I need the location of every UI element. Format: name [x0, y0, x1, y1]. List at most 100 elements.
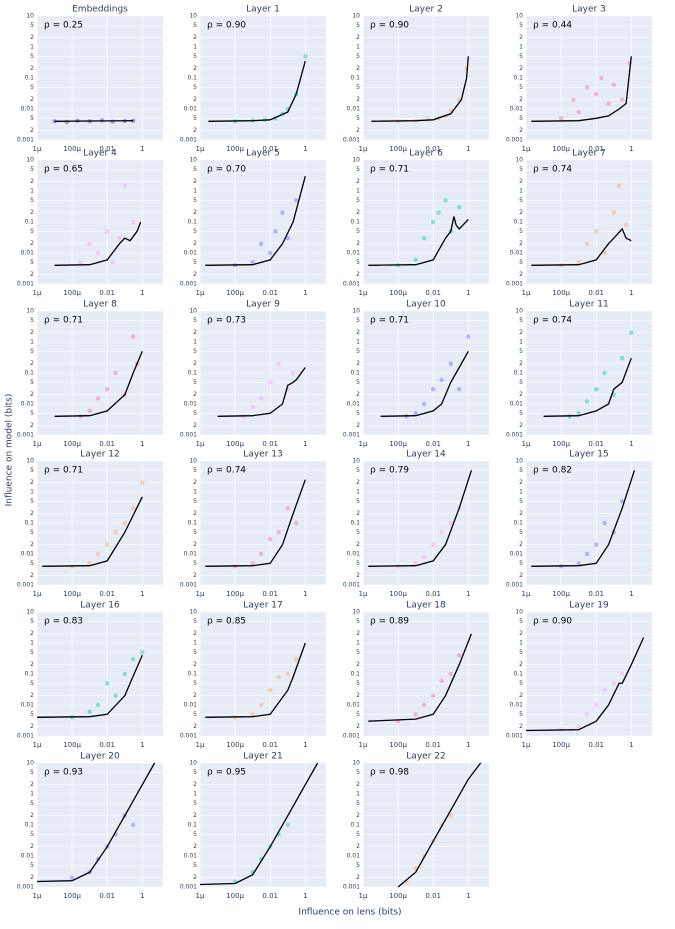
x-tick-label: 1 [140, 590, 144, 598]
y-tick-label: 2 [193, 723, 197, 730]
y-tick-label: 0.01 [21, 106, 35, 113]
point [250, 404, 255, 410]
x-tick-label: 1μ [196, 741, 205, 749]
point [602, 688, 607, 693]
point [439, 530, 444, 535]
annotation: ρ = 0.95 [207, 768, 246, 778]
point [113, 530, 118, 535]
x-tick-label: 1 [303, 892, 307, 900]
y-tick-label: 10 [189, 458, 197, 465]
point [602, 520, 607, 526]
x-tick-label: 1 [303, 440, 307, 448]
point [619, 671, 625, 677]
trend-line [525, 637, 645, 732]
x-tick-label: 100μ [226, 289, 244, 297]
panel-title: Layer 15 [569, 450, 608, 460]
y-tick-label: 1 [193, 44, 197, 51]
y-tick-label: 2 [356, 360, 360, 367]
y-tick-label: 5 [30, 498, 34, 505]
x-tick-label: 0.01 [425, 741, 441, 749]
y-tick-label: 2 [519, 479, 523, 486]
y-tick-label: 2 [30, 271, 34, 278]
x-tick-label: 0.01 [99, 440, 115, 448]
x-tick-label: 0.01 [425, 892, 441, 900]
y-tick-label: 5 [193, 862, 197, 869]
y-tick-label: 0.01 [510, 551, 524, 558]
y-tick-label: 5 [356, 53, 360, 60]
y-tick-label: 5 [356, 410, 360, 417]
y-tick-label: 5 [519, 711, 523, 718]
y-tick-label: 2 [193, 572, 197, 579]
panel-title: Layer 12 [80, 450, 119, 460]
point [273, 229, 278, 234]
y-tick-label: 10 [352, 458, 360, 465]
y-tick-label: 1 [356, 489, 360, 496]
y-tick-label: 0.001 [343, 884, 360, 891]
panel-title: Layer 7 [572, 149, 606, 159]
x-tick-label: 100μ [389, 590, 407, 598]
y-tick-label: 0.01 [510, 106, 524, 113]
x-tick-label: 1 [140, 892, 144, 900]
panel-title: Layer 8 [83, 300, 117, 310]
y-tick-label: 5 [519, 166, 523, 173]
trend-line [217, 367, 306, 417]
x-tick-label: 0.01 [99, 590, 115, 598]
y-tick-label: 0.001 [180, 137, 197, 144]
y-tick-label: 5 [30, 680, 34, 687]
y-tick-label: 10 [26, 458, 34, 465]
y-tick-label: 5 [30, 53, 34, 60]
point [130, 506, 136, 511]
y-tick-label: 1 [193, 640, 197, 647]
y-tick-label: 2 [30, 240, 34, 247]
point [105, 387, 110, 392]
panel-title: Layer 21 [243, 752, 282, 762]
y-tick-label: 2 [193, 630, 197, 637]
panel-title: Embeddings [72, 5, 128, 15]
panel-title: Layer 17 [243, 601, 282, 611]
y-tick-label: 0.001 [506, 281, 523, 288]
y-tick-label: 5 [193, 197, 197, 204]
point [576, 561, 581, 566]
y-tick-label: 2 [193, 692, 197, 699]
x-tick-label: 1 [629, 440, 633, 448]
y-tick-label: 2 [519, 178, 523, 185]
y-tick-label: 1 [356, 791, 360, 798]
y-tick-label: 10 [515, 13, 523, 20]
x-tick-label: 1μ [33, 892, 42, 900]
y-tick-label: 5 [519, 649, 523, 656]
point [110, 260, 115, 265]
x-tick-label: 1 [303, 590, 307, 598]
y-tick-label: 2 [519, 510, 523, 517]
x-tick-label: 1 [629, 289, 633, 297]
y-tick-label: 0.01 [184, 401, 198, 408]
x-tick-label: 1μ [33, 289, 42, 297]
x-tick-label: 1 [466, 289, 470, 297]
x-tick-label: 100μ [226, 440, 244, 448]
y-tick-label: 5 [356, 467, 360, 474]
y-tick-label: 0.1 [187, 219, 197, 226]
x-tick-label: 1μ [359, 741, 368, 749]
point [258, 396, 264, 401]
y-tick-label: 0.01 [21, 551, 35, 558]
y-tick-label: 2 [356, 479, 360, 486]
y-tick-label: 2 [30, 812, 34, 819]
y-tick-label: 5 [519, 348, 523, 355]
y-tick-label: 10 [26, 609, 34, 616]
y-tick-label: 0.1 [187, 75, 197, 82]
annotation: ρ = 0.71 [370, 165, 409, 175]
y-tick-label: 5 [519, 560, 523, 567]
y-tick-label: 10 [189, 13, 197, 20]
point [95, 551, 101, 557]
x-tick-label: 1μ [33, 145, 42, 153]
y-tick-label: 2 [519, 209, 523, 216]
y-tick-label: 5 [193, 53, 197, 60]
y-tick-label: 5 [193, 711, 197, 718]
trend-line [397, 762, 482, 888]
point [130, 657, 136, 662]
point [290, 370, 296, 376]
point [113, 370, 118, 376]
y-tick-label: 0.001 [17, 281, 34, 288]
x-tick-label: 1μ [196, 145, 205, 153]
y-tick-label: 2 [356, 510, 360, 517]
